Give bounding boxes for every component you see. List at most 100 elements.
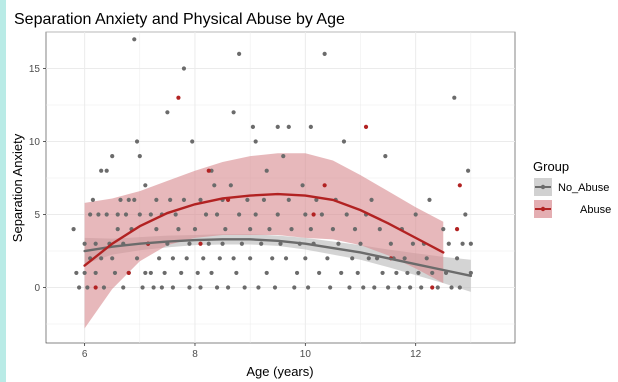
data-point [344, 212, 349, 217]
data-point [441, 227, 446, 232]
data-point [237, 212, 242, 217]
y-axis-title: Separation Anxiety [10, 133, 25, 242]
data-point [413, 212, 418, 217]
data-point [363, 124, 369, 130]
legend-key-point [540, 206, 546, 212]
data-point [339, 270, 344, 276]
chart-title: Separation Anxiety and Physical Abuse by… [14, 11, 345, 28]
data-point [187, 285, 192, 290]
data-point [272, 285, 278, 290]
data-point [361, 285, 366, 290]
data-point [303, 256, 308, 261]
data-point [228, 183, 233, 188]
data-point [253, 139, 258, 144]
data-point [275, 212, 280, 217]
data-point [212, 183, 217, 188]
data-point [176, 227, 181, 232]
data-point [214, 285, 220, 290]
data-point [466, 168, 471, 173]
data-point [452, 95, 457, 100]
data-point [377, 227, 382, 232]
x-tick-label: 12 [410, 349, 422, 360]
data-point [198, 241, 203, 246]
data-point [112, 270, 118, 276]
data-point [104, 168, 109, 173]
data-point [85, 285, 90, 290]
data-point [388, 241, 393, 246]
data-point [214, 212, 220, 217]
data-point [181, 197, 187, 203]
data-point [259, 241, 264, 246]
y-tick-label: 0 [34, 283, 40, 294]
data-point [88, 212, 93, 217]
data-point [137, 212, 142, 217]
data-point [289, 227, 294, 232]
data-point [457, 183, 462, 188]
data-point [394, 270, 399, 276]
x-tick-label: 10 [300, 349, 312, 360]
data-point [82, 270, 87, 276]
data-point [137, 154, 142, 159]
data-point [419, 285, 424, 290]
data-point [176, 95, 181, 100]
data-point [159, 285, 164, 290]
data-point [110, 154, 115, 159]
data-point [165, 110, 170, 115]
data-point [192, 227, 198, 232]
data-point [93, 241, 98, 246]
data-point [355, 270, 360, 276]
data-point [405, 270, 410, 276]
data-point [140, 285, 145, 290]
data-point [311, 212, 316, 217]
data-point [231, 110, 236, 115]
data-point [143, 183, 148, 188]
data-point [245, 197, 250, 203]
data-point [209, 270, 214, 276]
data-point [264, 168, 269, 173]
data-point [330, 227, 336, 232]
data-point [358, 241, 363, 246]
data-point [71, 227, 76, 232]
data-point [430, 285, 435, 290]
trend-layer [83, 192, 473, 278]
data-point [292, 285, 297, 290]
data-point [151, 285, 156, 290]
data-point [457, 285, 462, 290]
data-point [187, 241, 192, 246]
data-point [347, 285, 352, 290]
data-point [195, 270, 200, 276]
data-point [325, 256, 330, 261]
data-point [242, 285, 247, 290]
data-point [162, 270, 167, 276]
y-tick-label: 10 [29, 137, 41, 148]
data-point [352, 227, 358, 232]
data-point [366, 256, 371, 261]
legend-label: No_Abuse [558, 182, 609, 194]
data-point [123, 212, 129, 217]
data-point [234, 270, 239, 276]
data-point [170, 285, 176, 290]
data-point [385, 285, 391, 290]
trend-line [83, 192, 445, 267]
data-point [427, 197, 432, 203]
legend-key-point [540, 184, 546, 190]
data-point [148, 270, 153, 276]
data-point [308, 124, 313, 130]
data-point [217, 256, 222, 261]
data-point [181, 66, 187, 71]
data-point [328, 285, 333, 290]
data-point [416, 270, 421, 276]
legend-label: Abuse [580, 204, 611, 216]
data-point [317, 270, 322, 276]
data-point [430, 270, 435, 276]
figure-frame: Separation Anxiety and Physical Abuse by… [6, 0, 618, 382]
data-point [220, 241, 225, 246]
data-point [270, 256, 275, 261]
data-point [460, 241, 465, 246]
data-point [173, 212, 178, 217]
data-point [198, 197, 203, 203]
data-point [239, 241, 244, 246]
data-point [74, 270, 79, 276]
data-point [115, 227, 120, 232]
data-point [223, 227, 228, 232]
